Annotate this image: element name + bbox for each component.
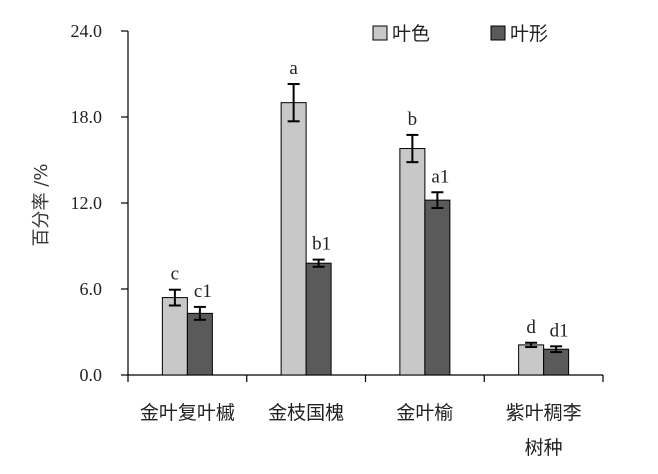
legend-label: 叶形 <box>510 23 548 45</box>
category-label: 金叶复叶槭 <box>140 402 235 424</box>
category-label: 紫叶稠李 <box>506 402 582 424</box>
significance-label: a <box>289 58 298 79</box>
legend-swatch <box>372 25 388 41</box>
bar-leaf-color <box>161 297 188 376</box>
legend-label: 叶色 <box>392 23 430 45</box>
y-tick-label: 18.0 <box>71 107 103 127</box>
y-tick-label: 0.0 <box>80 365 103 385</box>
significance-label: b <box>408 109 418 130</box>
category-label: 金叶榆 <box>396 402 453 424</box>
significance-label: c <box>171 264 179 285</box>
significance-label: d <box>526 317 536 338</box>
y-tick-label: 6.0 <box>80 279 103 299</box>
bar-leaf-shape <box>424 199 451 376</box>
significance-label: a1 <box>431 166 449 187</box>
significance-label: c1 <box>194 281 212 302</box>
category-label: 树种 <box>525 437 563 459</box>
bars <box>161 83 570 376</box>
category-label: 金枝国槐 <box>268 402 344 424</box>
bar-leaf-shape <box>305 262 332 376</box>
legend-swatch <box>490 25 506 41</box>
significance-label: b1 <box>312 234 331 255</box>
y-tick-label: 24.0 <box>71 21 103 41</box>
bar-leaf-shape <box>186 312 213 376</box>
legend: 叶色 叶形 <box>372 23 548 45</box>
bar-leaf-shape <box>543 348 570 376</box>
bar-leaf-color <box>518 344 545 376</box>
bar-leaf-color <box>399 148 426 376</box>
significance-label: d1 <box>550 320 569 341</box>
bar-leaf-color <box>280 102 307 376</box>
y-axis-title: 百分率 /% <box>31 164 52 247</box>
y-tick-label: 12.0 <box>71 193 103 213</box>
